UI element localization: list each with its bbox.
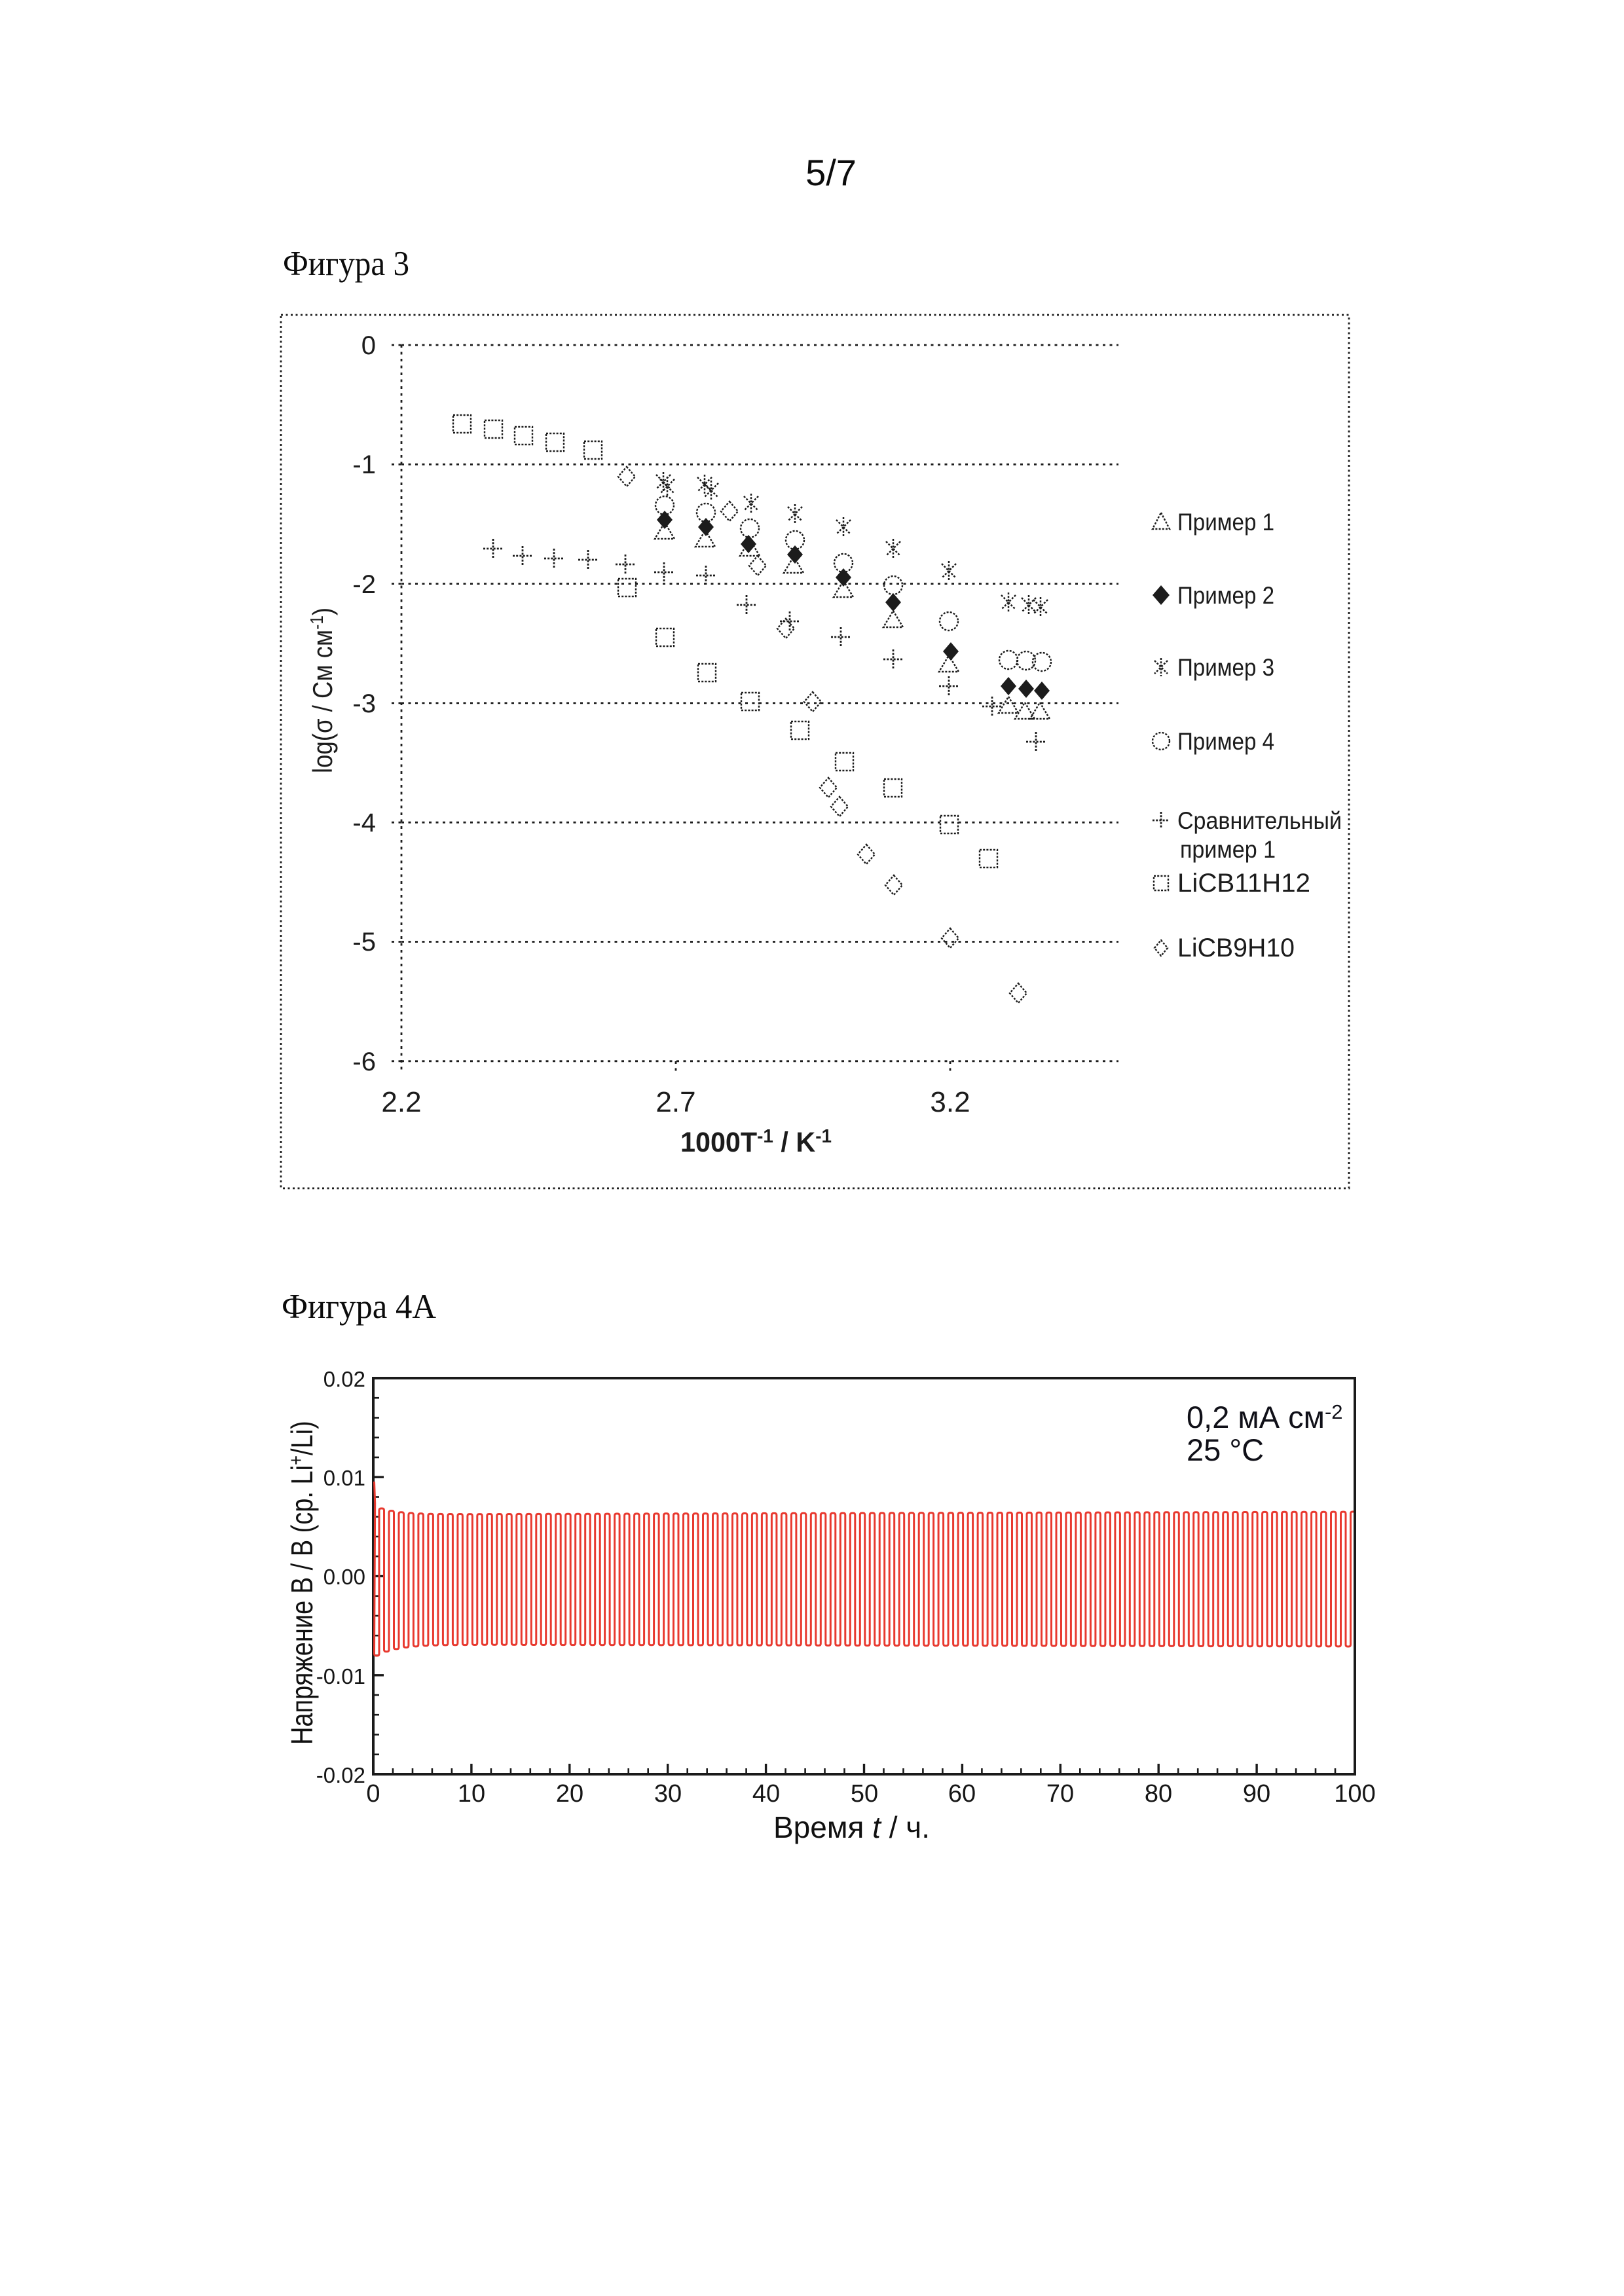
svg-text:log(σ / См см-1): log(σ / См см-1) (306, 608, 338, 773)
svg-text:Пример 1: Пример 1 (1177, 509, 1274, 536)
svg-text:LiCB11H12: LiCB11H12 (1177, 869, 1310, 898)
svg-text:50: 50 (851, 1780, 878, 1808)
svg-text:-6: -6 (352, 1048, 376, 1076)
svg-text:2.7: 2.7 (655, 1086, 695, 1118)
svg-text:Сравнительный: Сравнительный (1177, 807, 1342, 834)
svg-text:10: 10 (458, 1780, 485, 1808)
svg-text:0.02: 0.02 (323, 1367, 365, 1391)
svg-text:60: 60 (948, 1780, 976, 1808)
svg-text:Фигура 3: Фигура 3 (283, 245, 409, 283)
svg-text:Пример 3: Пример 3 (1177, 654, 1274, 681)
svg-text:2.2: 2.2 (381, 1086, 421, 1118)
svg-text:Напряжение В / В (ср. Li+/Li): Напряжение В / В (ср. Li+/Li) (285, 1421, 319, 1745)
svg-text:-0.02: -0.02 (316, 1763, 365, 1787)
svg-text:пример 1: пример 1 (1180, 836, 1276, 863)
svg-text:25 °C: 25 °C (1187, 1432, 1264, 1467)
svg-text:80: 80 (1145, 1780, 1172, 1808)
svg-text:40: 40 (752, 1780, 780, 1808)
svg-text:Пример 4: Пример 4 (1177, 728, 1274, 755)
svg-text:Фигура 4А: Фигура 4А (282, 1288, 436, 1326)
svg-text:0: 0 (361, 331, 376, 360)
svg-text:-4: -4 (352, 809, 376, 837)
svg-text:LiCB9H10: LiCB9H10 (1177, 934, 1295, 962)
svg-text:100: 100 (1334, 1780, 1375, 1808)
svg-text:-2: -2 (352, 570, 376, 599)
svg-text:-3: -3 (352, 689, 376, 718)
svg-text:3.2: 3.2 (930, 1086, 970, 1118)
svg-text:Время t / ч.: Время t / ч. (773, 1810, 930, 1844)
svg-text:0: 0 (366, 1780, 380, 1808)
svg-text:70: 70 (1046, 1780, 1074, 1808)
svg-text:5/7: 5/7 (805, 152, 857, 193)
svg-text:-0.01: -0.01 (316, 1664, 365, 1688)
svg-text:30: 30 (654, 1780, 682, 1808)
svg-text:-5: -5 (352, 928, 376, 957)
svg-text:20: 20 (556, 1780, 583, 1808)
svg-text:0.00: 0.00 (323, 1565, 365, 1589)
svg-text:0,2 мА см-2: 0,2 мА см-2 (1187, 1400, 1343, 1434)
svg-text:-1: -1 (352, 450, 376, 479)
svg-text:0.01: 0.01 (323, 1466, 365, 1490)
svg-text:90: 90 (1243, 1780, 1270, 1808)
svg-text:Пример 2: Пример 2 (1177, 582, 1274, 609)
svg-text:1000T-1 / K-1: 1000T-1 / K-1 (680, 1126, 832, 1158)
